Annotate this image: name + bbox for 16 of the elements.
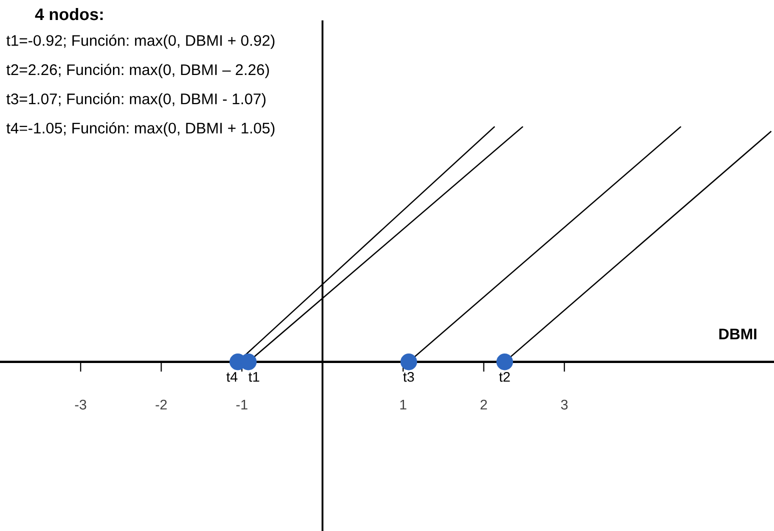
text: t2=2.26; Función: max(0, DBMI – 2.26) [6, 64, 269, 78]
text: t1=-0.92; Función: max(0, DBMI + 0.92) [6, 34, 274, 49]
annotation: t4=-1.05; Función: max(0, DBMI + 1.05) [6, 122, 274, 137]
annotation: t3 [403, 372, 414, 382]
annotation: t4 [226, 372, 238, 382]
x-axis-title: DBMI [719, 328, 756, 340]
chart-title: 4 nodos: [35, 8, 103, 20]
annotation: t2 [499, 372, 510, 382]
text: t3=1.07; Función: max(0, DBMI - 1.07) [6, 92, 266, 108]
x-tick-label: 1 [400, 400, 406, 410]
annotation: t1 [248, 372, 260, 382]
x-tick-label: -3 [75, 400, 86, 410]
x-tick-label: 2 [480, 400, 487, 410]
x-tick-label: -1 [236, 400, 248, 410]
x-tick-label: -2 [156, 400, 167, 410]
x-tick-label: 3 [561, 400, 568, 410]
